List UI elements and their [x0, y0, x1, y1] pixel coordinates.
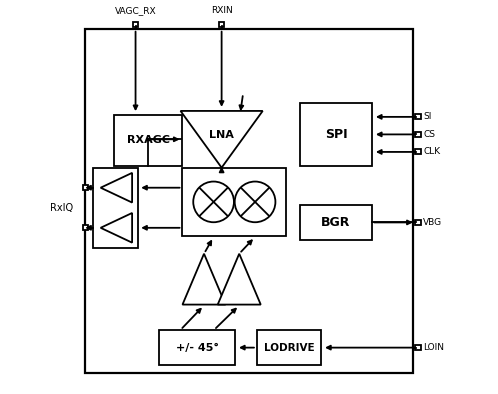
Text: RXIN: RXIN [211, 6, 233, 15]
Polygon shape [101, 213, 132, 243]
Text: +/- 45°: +/- 45° [176, 343, 219, 353]
Bar [83, 225, 88, 230]
Bar [300, 103, 372, 166]
Bar [415, 114, 420, 119]
Bar [93, 168, 137, 248]
Text: BGR: BGR [321, 216, 351, 229]
Bar [85, 29, 413, 373]
Bar [219, 22, 224, 27]
Polygon shape [182, 254, 226, 305]
Polygon shape [101, 173, 132, 203]
Text: CLK: CLK [423, 147, 440, 156]
Bar [415, 132, 420, 137]
Bar [83, 185, 88, 190]
Bar [133, 22, 138, 27]
Bar [114, 115, 182, 166]
Polygon shape [181, 111, 262, 168]
Text: RXAGC: RXAGC [127, 135, 170, 145]
Bar [257, 330, 321, 365]
Text: SPI: SPI [325, 128, 348, 141]
Text: CS: CS [423, 130, 435, 139]
Text: VAGC_RX: VAGC_RX [115, 6, 156, 15]
Polygon shape [218, 254, 261, 305]
Bar [415, 220, 420, 225]
Text: LNA: LNA [209, 130, 234, 140]
Text: VBG: VBG [423, 218, 442, 227]
Bar [159, 330, 236, 365]
Text: LODRIVE: LODRIVE [264, 343, 314, 353]
Bar [415, 149, 420, 154]
Text: LOIN: LOIN [423, 343, 444, 352]
Text: RxIQ: RxIQ [50, 203, 73, 213]
Bar [415, 345, 420, 350]
Bar [182, 168, 286, 236]
Bar [300, 205, 372, 240]
Text: SI: SI [423, 112, 431, 121]
